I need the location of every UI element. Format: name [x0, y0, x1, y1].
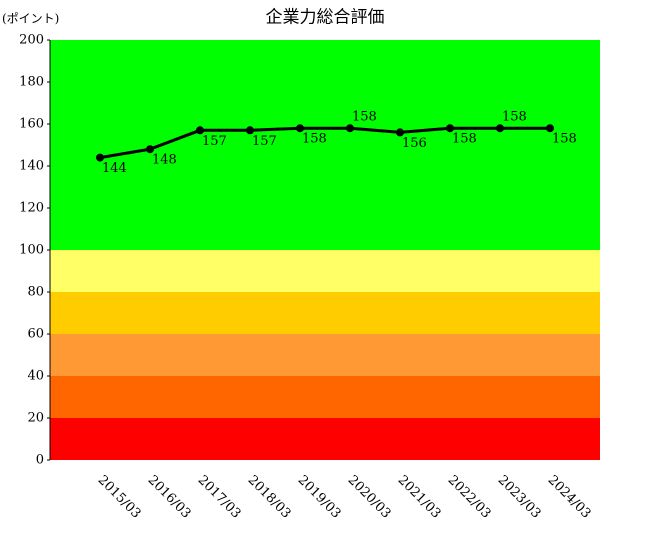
y-tick-label: 0 [36, 453, 44, 468]
y-tick-label: 200 [19, 33, 44, 48]
y-tick-label: 100 [19, 243, 44, 258]
band [50, 40, 600, 250]
band [50, 418, 600, 460]
data-label: 157 [252, 134, 277, 149]
point [396, 128, 404, 137]
data-label: 158 [302, 132, 327, 147]
y-tick-label: 160 [19, 117, 44, 132]
x-tick-label: 2015/03 [95, 473, 144, 522]
x-tick-label: 2023/03 [495, 473, 544, 522]
x-tick-label: 2022/03 [445, 473, 494, 522]
x-tick-label: 2019/03 [295, 473, 344, 522]
data-label: 158 [352, 110, 377, 125]
x-tick-label: 2021/03 [395, 473, 444, 522]
band [50, 250, 600, 292]
point [546, 124, 554, 133]
point [246, 126, 254, 135]
point [146, 145, 154, 154]
x-tick-label: 2024/03 [545, 473, 594, 522]
data-label: 156 [402, 136, 427, 151]
point [196, 126, 204, 135]
line [99, 126, 550, 160]
band [50, 334, 600, 376]
y-tick-label: 140 [19, 159, 44, 174]
point [346, 124, 354, 133]
y-axis-label: (ポイント) [2, 12, 59, 26]
data-label: 144 [102, 161, 127, 176]
y-tick-label: 180 [19, 75, 44, 90]
band [50, 292, 600, 334]
x-tick-label: 2018/03 [245, 473, 294, 522]
data-label: 158 [552, 132, 577, 147]
data-label: 157 [202, 134, 227, 149]
x-tick-label: 2017/03 [195, 473, 244, 522]
point [96, 153, 104, 162]
data-label: 148 [152, 153, 177, 168]
x-tick-label: 2016/03 [145, 473, 194, 522]
y-tick-label: 40 [27, 369, 44, 384]
point [296, 124, 304, 133]
x-tick-label: 2020/03 [345, 473, 394, 522]
data-label: 158 [502, 110, 527, 125]
point [446, 124, 454, 133]
y-tick-label: 60 [27, 327, 44, 342]
point [496, 124, 504, 133]
band [50, 376, 600, 418]
y-tick-label: 20 [27, 411, 44, 426]
y-tick-label: 120 [19, 201, 44, 216]
y-tick-label: 80 [27, 285, 44, 300]
chart-title: 企業力総合評価 [266, 8, 385, 28]
data-label: 158 [452, 132, 477, 147]
